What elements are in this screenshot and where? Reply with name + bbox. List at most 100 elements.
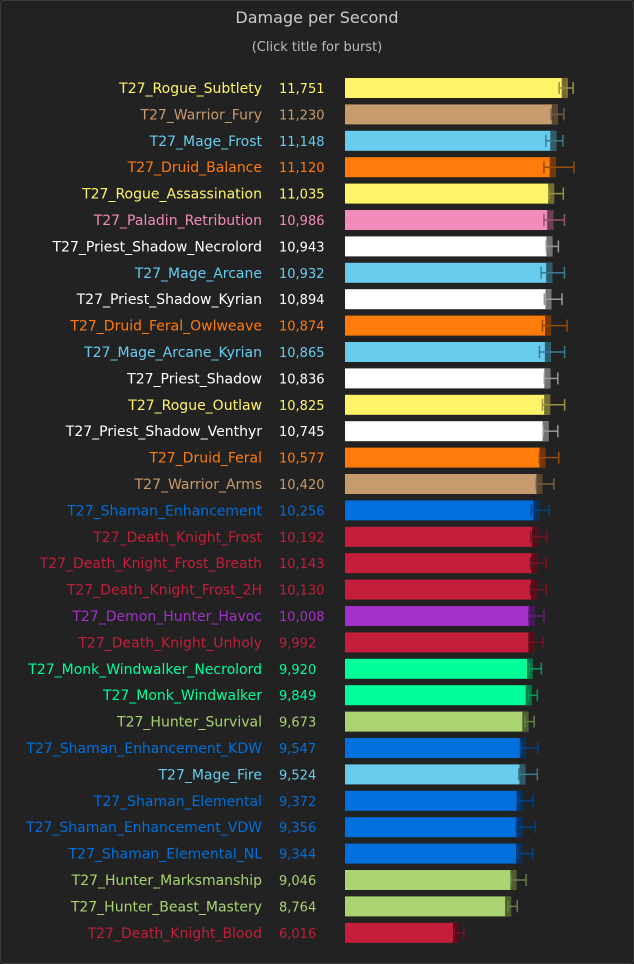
bar-row-t27-priest-shadow-necrolord: T27_Priest_Shadow_Necrolord 10,943 <box>52 236 560 257</box>
value-label-t27-rogue-outlaw: 10,825 <box>279 399 325 414</box>
bar-row-t27-mage-arcane-kyrian: T27_Mage_Arcane_Kyrian 10,865 <box>83 342 566 362</box>
bar-row-t27-shaman-enhancement: T27_Shaman_Enhancement 10,256 <box>66 500 550 521</box>
category-label-t27-warrior-fury: T27_Warrior_Fury <box>139 107 262 123</box>
bar-row-t27-death-knight-frost-breath: T27_Death_Knight_Frost_Breath 10,143 <box>39 553 548 574</box>
value-label-t27-death-knight-frost-2h: 10,130 <box>279 584 325 599</box>
value-label-t27-mage-fire: 9,524 <box>279 768 316 783</box>
bar-row-t27-monk-windwalker-necrolord: T27_Monk_Windwalker_Necrolord 9,920 <box>27 658 543 679</box>
bar-t27-hunter-marksmanship <box>345 870 517 890</box>
bar-row-t27-rogue-assassination: T27_Rogue_Assassination 11,035 <box>81 183 565 204</box>
bar-t27-priest-shadow-kyrian <box>345 289 552 310</box>
bar-t27-shaman-enhancement-kdw <box>345 738 526 758</box>
value-label-t27-demon-hunter-havoc: 10,008 <box>279 610 325 625</box>
bar-row-t27-mage-fire: T27_Mage_Fire 9,524 <box>157 764 539 785</box>
category-label-t27-demon-hunter-havoc: T27_Demon_Hunter_Havoc <box>71 609 262 625</box>
bar-row-t27-hunter-survival: T27_Hunter_Survival 9,673 <box>116 711 535 732</box>
value-label-t27-druid-feral-owlweave: 10,874 <box>279 320 325 335</box>
bar-row-t27-druid-feral: T27_Druid_Feral 10,577 <box>148 447 560 468</box>
bar-t27-rogue-outlaw <box>345 394 551 415</box>
value-label-t27-shaman-elemental-nl: 9,344 <box>279 848 316 863</box>
category-label-t27-death-knight-frost-breath: T27_Death_Knight_Frost_Breath <box>39 556 262 572</box>
bar-t27-shaman-elemental-nl <box>345 843 523 864</box>
bar-t27-priest-shadow-necrolord <box>345 236 553 257</box>
category-label-t27-death-knight-frost: T27_Death_Knight_Frost <box>92 530 262 546</box>
category-label-t27-shaman-enhancement: T27_Shaman_Enhancement <box>66 503 262 519</box>
value-label-t27-monk-windwalker-necrolord: 9,920 <box>279 663 316 678</box>
category-label-t27-monk-windwalker: T27_Monk_Windwalker <box>102 688 262 704</box>
bar-row-t27-warrior-arms: T27_Warrior_Arms 10,420 <box>134 474 555 494</box>
bar-row-t27-hunter-beast-mastery: T27_Hunter_Beast_Mastery 8,764 <box>70 896 519 917</box>
bar-row-t27-paladin-retribution: T27_Paladin_Retribution 10,986 <box>93 210 566 230</box>
bar-t27-mage-fire <box>345 764 526 785</box>
category-label-t27-hunter-survival: T27_Hunter_Survival <box>116 715 262 731</box>
bar-row-t27-mage-frost: T27_Mage_Frost 11,148 <box>149 130 564 151</box>
bar-t27-mage-frost <box>345 130 557 151</box>
bar-t27-monk-windwalker <box>345 685 532 706</box>
category-label-t27-death-knight-frost-2h: T27_Death_Knight_Frost_2H <box>66 583 262 599</box>
category-label-t27-priest-shadow-kyrian: T27_Priest_Shadow_Kyrian <box>76 292 262 308</box>
bar-row-t27-rogue-subtlety: T27_Rogue_Subtlety 11,751 <box>118 78 574 98</box>
bar-t27-hunter-survival <box>345 711 529 732</box>
bar-row-t27-death-knight-frost: T27_Death_Knight_Frost 10,192 <box>92 526 548 547</box>
bar-t27-death-knight-blood <box>345 922 460 943</box>
category-label-t27-mage-arcane-kyrian: T27_Mage_Arcane_Kyrian <box>83 345 262 361</box>
bar-row-t27-hunter-marksmanship: T27_Hunter_Marksmanship 9,046 <box>71 870 527 890</box>
bar-row-t27-monk-windwalker: T27_Monk_Windwalker 9,849 <box>102 685 539 706</box>
category-label-t27-rogue-assassination: T27_Rogue_Assassination <box>81 187 262 203</box>
bar-t27-shaman-enhancement-vdw <box>345 817 523 838</box>
category-label-t27-death-knight-unholy: T27_Death_Knight_Unholy <box>77 635 262 651</box>
category-label-t27-hunter-beast-mastery: T27_Hunter_Beast_Mastery <box>70 899 262 915</box>
bar-t27-warrior-arms <box>345 474 543 494</box>
bar-row-t27-death-knight-unholy: T27_Death_Knight_Unholy 9,992 <box>77 632 544 653</box>
category-label-t27-paladin-retribution: T27_Paladin_Retribution <box>93 213 262 229</box>
bar-t27-hunter-beast-mastery <box>345 896 512 917</box>
bar-t27-priest-shadow <box>345 368 551 389</box>
value-label-t27-mage-arcane: 10,932 <box>279 267 325 282</box>
bar-row-t27-priest-shadow: T27_Priest_Shadow 10,836 <box>126 368 559 389</box>
bar-row-t27-druid-balance: T27_Druid_Balance 11,120 <box>127 157 575 178</box>
bar-t27-mage-arcane <box>345 262 553 283</box>
bar-t27-priest-shadow-venthyr <box>345 421 549 442</box>
value-label-t27-death-knight-frost-breath: 10,143 <box>279 557 325 572</box>
value-label-t27-death-knight-blood: 6,016 <box>279 927 316 942</box>
value-label-t27-mage-frost: 11,148 <box>279 135 325 150</box>
value-label-t27-priest-shadow-kyrian: 10,894 <box>279 293 325 308</box>
bar-t27-paladin-retribution <box>345 210 554 230</box>
value-label-t27-shaman-enhancement-kdw: 9,547 <box>279 742 316 757</box>
bar-row-t27-shaman-enhancement-kdw: T27_Shaman_Enhancement_KDW 9,547 <box>25 738 539 758</box>
bar-row-t27-death-knight-blood: T27_Death_Knight_Blood 6,016 <box>87 922 465 943</box>
value-label-t27-shaman-elemental: 9,372 <box>279 795 316 810</box>
category-label-t27-shaman-enhancement-kdw: T27_Shaman_Enhancement_KDW <box>25 741 262 757</box>
bar-t27-rogue-subtlety <box>345 78 568 98</box>
value-label-t27-hunter-marksmanship: 9,046 <box>279 874 316 889</box>
chart-subtitle: (Click title for burst) <box>251 40 383 55</box>
chart-title[interactable]: Damage per Second <box>235 8 399 27</box>
bar-t27-warrior-fury <box>345 104 558 125</box>
value-label-t27-death-knight-unholy: 9,992 <box>279 636 316 651</box>
value-label-t27-rogue-assassination: 11,035 <box>279 188 325 203</box>
bar-row-t27-shaman-enhancement-vdw: T27_Shaman_Enhancement_VDW 9,356 <box>25 817 536 838</box>
category-label-t27-hunter-marksmanship: T27_Hunter_Marksmanship <box>71 873 262 889</box>
bar-t27-monk-windwalker-necrolord <box>345 658 533 679</box>
category-label-t27-mage-arcane: T27_Mage_Arcane <box>134 266 262 282</box>
bar-row-t27-mage-arcane: T27_Mage_Arcane 10,932 <box>134 262 566 283</box>
category-label-t27-rogue-outlaw: T27_Rogue_Outlaw <box>127 398 262 414</box>
category-label-t27-shaman-enhancement-vdw: T27_Shaman_Enhancement_VDW <box>25 820 262 836</box>
bar-t27-mage-arcane-kyrian <box>345 342 551 362</box>
value-label-t27-monk-windwalker: 9,849 <box>279 689 316 704</box>
category-label-t27-shaman-elemental: T27_Shaman_Elemental <box>93 794 262 810</box>
bar-row-t27-shaman-elemental-nl: T27_Shaman_Elemental_NL 9,344 <box>68 843 534 864</box>
value-label-t27-rogue-subtlety: 11,751 <box>279 82 325 97</box>
value-label-t27-shaman-enhancement: 10,256 <box>279 504 325 519</box>
value-label-t27-priest-shadow: 10,836 <box>279 372 325 387</box>
category-label-t27-mage-fire: T27_Mage_Fire <box>157 767 262 783</box>
category-label-t27-priest-shadow-necrolord: T27_Priest_Shadow_Necrolord <box>52 239 263 255</box>
value-label-t27-paladin-retribution: 10,986 <box>279 214 325 229</box>
category-label-t27-druid-feral: T27_Druid_Feral <box>148 451 262 467</box>
category-label-t27-priest-shadow: T27_Priest_Shadow <box>126 371 262 387</box>
value-label-t27-warrior-fury: 11,230 <box>279 108 325 123</box>
bar-t27-death-knight-frost-breath <box>345 553 538 574</box>
bar-t27-druid-feral <box>345 447 546 468</box>
bar-t27-druid-feral-owlweave <box>345 315 552 336</box>
